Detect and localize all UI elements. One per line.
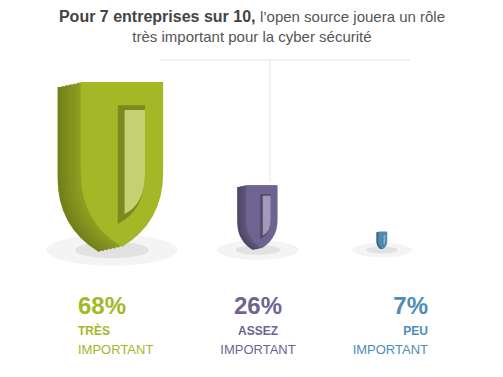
shield-slot-inner [263,196,271,236]
background [0,0,503,377]
shield-side [378,232,386,249]
category-label: IMPORTANT [78,342,153,357]
data-label: 26% [234,292,282,319]
marks [44,82,414,268]
shield [58,82,164,252]
shield-slot [383,234,386,246]
data-label: 7% [393,292,428,319]
title: très important pour la cyber sécurité [132,28,371,45]
shield-side [378,232,386,249]
data-label: 68% [78,292,126,319]
shield-front [246,185,278,248]
shield [376,232,387,249]
shield-front [81,82,163,247]
category-label: IMPORTANT [220,342,295,357]
category-label: IMPORTANT [353,342,428,357]
category-label: TRÈS [78,323,110,338]
decor-line [160,60,410,61]
decor-line [270,60,271,182]
shield-front [379,232,387,249]
shield-slot [118,105,145,224]
title-rest: l’open source jouera un rôle [260,8,445,25]
category-label: PEU [403,324,428,338]
chart: Pour 7 entreprises sur 10, l’open source… [0,0,503,377]
shield [237,185,277,250]
shield-slot-inner [383,235,385,246]
shield-slot [260,194,270,239]
title-bold: Pour 7 entreprises sur 10, [59,8,260,25]
category-label: ASSEZ [238,324,278,338]
shield-slot-inner [125,110,145,214]
title: Pour 7 entreprises sur 10, l’open source… [59,8,445,25]
